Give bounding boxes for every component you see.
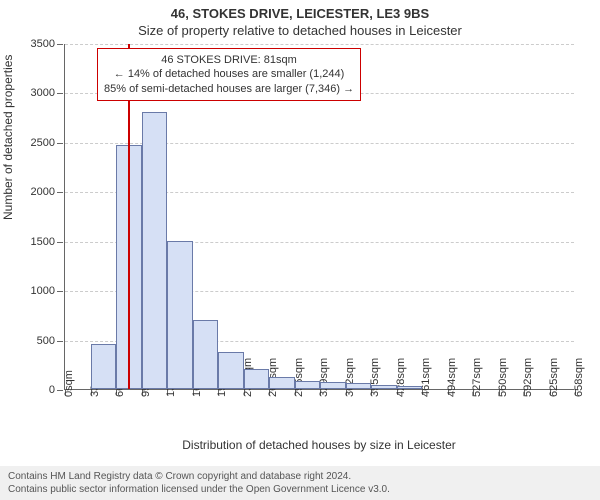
- x-tick-label: 592sqm: [522, 358, 534, 397]
- histogram-bar: [218, 352, 244, 389]
- y-tick-label: 3500: [31, 38, 65, 50]
- x-tick-label: 494sqm: [446, 358, 458, 397]
- y-tick-label: 1000: [31, 285, 65, 297]
- histogram-bar: [346, 383, 372, 389]
- callout-line: ← 14% of detached houses are smaller (1,…: [104, 67, 354, 81]
- footer-line-2: Contains public sector information licen…: [8, 483, 592, 496]
- footer: Contains HM Land Registry data © Crown c…: [0, 466, 600, 500]
- x-tick-label: 0sqm: [63, 370, 75, 397]
- histogram-bar: [167, 241, 193, 389]
- title-address: 46, STOKES DRIVE, LEICESTER, LE3 9BS: [0, 0, 600, 21]
- x-tick-label: 329sqm: [318, 358, 330, 397]
- gridline: [65, 44, 574, 45]
- histogram-bar: [371, 385, 397, 389]
- histogram-bar: [91, 344, 117, 389]
- x-tick-label: 527sqm: [471, 358, 483, 397]
- x-axis-label: Distribution of detached houses by size …: [64, 438, 574, 452]
- y-tick-label: 3000: [31, 87, 65, 99]
- x-tick-label: 395sqm: [369, 358, 381, 397]
- y-tick-label: 2000: [31, 186, 65, 198]
- histogram-bar: [269, 377, 295, 389]
- figure: 46, STOKES DRIVE, LEICESTER, LE3 9BS Siz…: [0, 0, 600, 500]
- histogram-bar: [320, 382, 346, 389]
- plot-area: 05001000150020002500300035000sqm33sqm66s…: [64, 44, 574, 390]
- footer-line-1: Contains HM Land Registry data © Crown c…: [8, 470, 592, 483]
- x-tick-label: 461sqm: [420, 358, 432, 397]
- x-tick-label: 362sqm: [344, 358, 356, 397]
- histogram-bar: [193, 320, 219, 389]
- x-tick-label: 658sqm: [573, 358, 585, 397]
- y-axis-label: Number of detached properties: [1, 55, 15, 220]
- callout-line: 85% of semi-detached houses are larger (…: [104, 82, 354, 96]
- x-tick-label: 625sqm: [548, 358, 560, 397]
- callout-line: 46 STOKES DRIVE: 81sqm: [104, 53, 354, 67]
- y-tick-label: 1500: [31, 236, 65, 248]
- x-tick-label: 560sqm: [497, 358, 509, 397]
- histogram-bar: [295, 381, 321, 389]
- histogram-bar: [397, 386, 423, 389]
- histogram-bar: [244, 369, 270, 389]
- y-tick-label: 2500: [31, 137, 65, 149]
- plot-inner: 05001000150020002500300035000sqm33sqm66s…: [65, 44, 574, 389]
- x-tick-label: 428sqm: [395, 358, 407, 397]
- property-callout: 46 STOKES DRIVE: 81sqm← 14% of detached …: [97, 48, 361, 101]
- y-tick-label: 500: [37, 335, 65, 347]
- histogram-bar: [142, 112, 168, 389]
- title-subtitle: Size of property relative to detached ho…: [0, 21, 600, 42]
